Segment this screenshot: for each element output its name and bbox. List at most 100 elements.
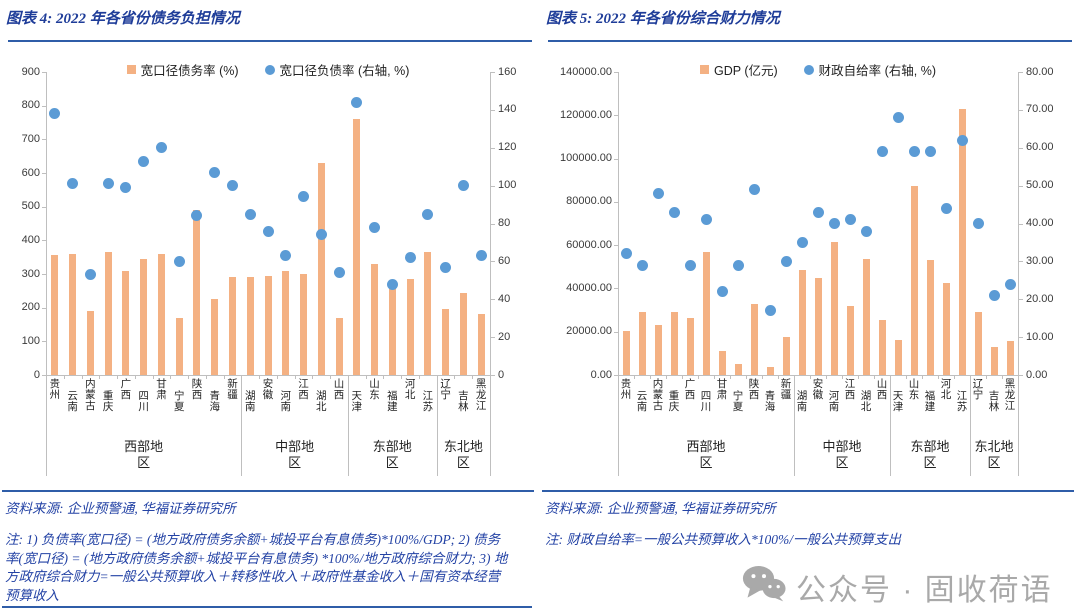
bar [814, 277, 822, 375]
x-axis-tick [188, 376, 190, 379]
chart-panel-fiscal-strength: 图表 5: 2022 年各省份综合财力情况 GDP (亿元) 财政自给率 (右轴,… [540, 0, 1080, 611]
y-axis-left-tick-label: 100000.00 [560, 152, 612, 165]
data-point [138, 155, 150, 167]
bar [211, 299, 219, 375]
y-axis-right-tick-label: 0 [498, 368, 505, 381]
y-axis-left-tick [42, 307, 46, 309]
category-label: 内 蒙 古 [85, 379, 96, 412]
x-axis-tick [714, 376, 715, 379]
bar [175, 317, 183, 375]
bar [974, 312, 982, 375]
y-axis-left-tick [42, 240, 46, 242]
x-axis-tick [922, 376, 923, 379]
y-axis-right-tick [491, 261, 495, 263]
category-label: 山 东 [908, 379, 920, 401]
bar [246, 277, 254, 375]
y-axis-left-tick [42, 341, 46, 343]
y-axis-left-tick-label: 80000.00 [566, 195, 612, 208]
data-point [191, 210, 203, 222]
bar [406, 279, 414, 375]
y-axis-right [1018, 72, 1019, 375]
y-axis-right-tick [491, 109, 495, 111]
region-label: 西部地区 [124, 439, 164, 470]
bar [670, 311, 678, 375]
legend-dot-swatch [264, 64, 275, 75]
bar [459, 292, 467, 375]
data-point [244, 208, 256, 220]
category-label: 新 疆 [227, 379, 238, 401]
y-axis-left-tick [614, 158, 618, 160]
category-label: 福 建 [387, 391, 398, 413]
source-rule [2, 490, 534, 492]
bar [69, 253, 77, 375]
y-axis-left-tick [42, 72, 46, 73]
y-axis-right-tick-label: 70.00 [1026, 103, 1054, 116]
data-point [748, 183, 760, 195]
y-axis-left-tick-label: 800 [21, 99, 40, 112]
data-point [120, 182, 132, 194]
category-label: 广 西 [684, 379, 696, 401]
bar [477, 314, 485, 375]
x-axis-tick [650, 376, 651, 379]
y-axis-right-tick [1019, 185, 1023, 187]
y-axis-right-tick [491, 72, 495, 73]
y-axis-left-tick-label: 400 [21, 233, 40, 246]
legend-bar-swatch [126, 65, 136, 74]
y-axis-left-tick-label: 600 [21, 166, 40, 179]
region-separator [241, 376, 243, 476]
bottom-rule [2, 606, 532, 608]
y-axis-right-tick [491, 337, 495, 339]
data-point [924, 146, 936, 158]
bar [654, 324, 662, 375]
data-point [732, 259, 744, 271]
region-label: 中部地区 [275, 439, 315, 470]
data-point [716, 286, 728, 298]
y-axis-left-tick-label: 900 [21, 65, 40, 78]
legend-item: GDP (亿元) [699, 60, 778, 79]
data-point [173, 255, 185, 267]
data-point [844, 214, 856, 226]
y-axis-right-tick [1019, 261, 1023, 263]
y-axis-left-tick [42, 105, 46, 107]
y-axis-right-tick-label: 80 [498, 217, 511, 229]
source-text: 资料来源: 企业预警通, 华福证券研究所 [5, 501, 236, 516]
y-axis-right-tick-label: 40 [498, 292, 511, 305]
bar [638, 312, 646, 375]
x-axis-tick [205, 376, 207, 379]
y-axis-right-tick-label: 50.00 [1026, 179, 1054, 192]
bar [317, 162, 325, 375]
x-axis-tick [472, 376, 474, 379]
bar [702, 252, 710, 375]
x-axis-tick [634, 376, 635, 379]
y-axis-right-tick [1019, 299, 1023, 301]
data-point [49, 108, 61, 120]
data-point [422, 208, 434, 220]
data-point [369, 221, 381, 233]
x-axis-tick [259, 376, 261, 379]
x-axis-tick [63, 376, 65, 379]
bar [193, 210, 201, 375]
bar [86, 311, 94, 375]
category-label: 湖 南 [796, 391, 808, 413]
legend-dot-swatch [803, 64, 814, 75]
y-axis-left-tick-label: 0.00 [590, 368, 612, 381]
y-axis-right-tick [491, 223, 495, 225]
data-point [860, 225, 872, 237]
legend: 宽口径债务率 (%) 宽口径负债率 (右轴, %) [46, 60, 490, 79]
bar [264, 275, 272, 375]
bar [122, 270, 130, 375]
bar [140, 258, 148, 375]
y-axis-left-tick-label: 500 [21, 200, 40, 213]
bar [228, 277, 236, 375]
bar [878, 319, 886, 375]
data-point [796, 236, 808, 248]
y-axis-left-tick [42, 139, 46, 141]
bar [958, 109, 966, 375]
y-axis-right-tick-label: 0.00 [1026, 368, 1048, 381]
category-label: 湖 南 [244, 391, 256, 413]
category-label: 黑 龙 江 [475, 379, 487, 412]
category-label: 山 东 [369, 379, 380, 401]
category-label: 湖 北 [860, 391, 872, 413]
bar [798, 269, 806, 375]
region-label: 东部地区 [910, 439, 950, 470]
